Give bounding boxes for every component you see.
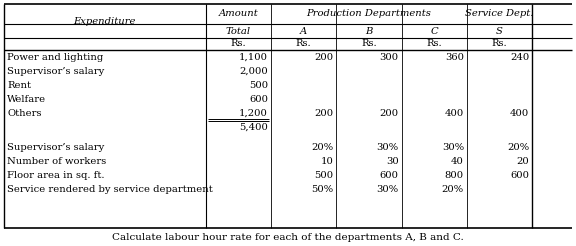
Text: 5,400: 5,400 bbox=[239, 123, 268, 132]
Text: 200: 200 bbox=[314, 52, 334, 62]
Text: 20: 20 bbox=[517, 157, 529, 167]
Text: Floor area in sq. ft.: Floor area in sq. ft. bbox=[7, 171, 104, 181]
Text: C: C bbox=[430, 27, 438, 35]
Text: Amount: Amount bbox=[218, 10, 258, 18]
Text: 240: 240 bbox=[510, 52, 529, 62]
Text: 600: 600 bbox=[510, 171, 529, 181]
Text: 30%: 30% bbox=[377, 143, 399, 153]
Text: Rs.: Rs. bbox=[230, 40, 246, 48]
Text: 500: 500 bbox=[249, 80, 268, 90]
Text: Expenditure: Expenditure bbox=[74, 16, 136, 26]
Text: Supervisor’s salary: Supervisor’s salary bbox=[7, 66, 104, 76]
Text: Rs.: Rs. bbox=[492, 40, 507, 48]
Text: Total: Total bbox=[226, 27, 251, 35]
Text: 400: 400 bbox=[510, 108, 529, 118]
Text: Rs.: Rs. bbox=[296, 40, 312, 48]
Text: 600: 600 bbox=[249, 94, 268, 104]
Text: 30%: 30% bbox=[442, 143, 464, 153]
Text: 50%: 50% bbox=[311, 185, 334, 195]
Text: Others: Others bbox=[7, 108, 41, 118]
Text: 20%: 20% bbox=[311, 143, 334, 153]
Text: 1,100: 1,100 bbox=[239, 52, 268, 62]
Text: Rs.: Rs. bbox=[361, 40, 377, 48]
Text: 30: 30 bbox=[386, 157, 399, 167]
Text: 10: 10 bbox=[320, 157, 334, 167]
Text: 360: 360 bbox=[445, 52, 464, 62]
Text: 800: 800 bbox=[445, 171, 464, 181]
Text: 40: 40 bbox=[451, 157, 464, 167]
Text: A: A bbox=[300, 27, 307, 35]
Text: Production Departments: Production Departments bbox=[306, 10, 431, 18]
Text: Power and lighting: Power and lighting bbox=[7, 52, 103, 62]
Text: 400: 400 bbox=[445, 108, 464, 118]
Text: Calculate labour hour rate for each of the departments A, B and C.: Calculate labour hour rate for each of t… bbox=[112, 232, 464, 242]
Text: B: B bbox=[365, 27, 373, 35]
Text: 200: 200 bbox=[380, 108, 399, 118]
Text: 200: 200 bbox=[314, 108, 334, 118]
Text: 2,000: 2,000 bbox=[239, 66, 268, 76]
Text: Welfare: Welfare bbox=[7, 94, 46, 104]
Text: 300: 300 bbox=[380, 52, 399, 62]
Text: 20%: 20% bbox=[507, 143, 529, 153]
Text: 500: 500 bbox=[314, 171, 334, 181]
Text: Supervisor’s salary: Supervisor’s salary bbox=[7, 143, 104, 153]
Text: 30%: 30% bbox=[377, 185, 399, 195]
Text: S: S bbox=[496, 27, 503, 35]
Text: 600: 600 bbox=[380, 171, 399, 181]
Text: 20%: 20% bbox=[442, 185, 464, 195]
Text: Service rendered by service department: Service rendered by service department bbox=[7, 185, 213, 195]
Text: Rs.: Rs. bbox=[426, 40, 442, 48]
Text: Rent: Rent bbox=[7, 80, 31, 90]
Text: 1,200: 1,200 bbox=[239, 108, 268, 118]
Text: Service Dept.: Service Dept. bbox=[465, 10, 534, 18]
Text: Number of workers: Number of workers bbox=[7, 157, 106, 167]
